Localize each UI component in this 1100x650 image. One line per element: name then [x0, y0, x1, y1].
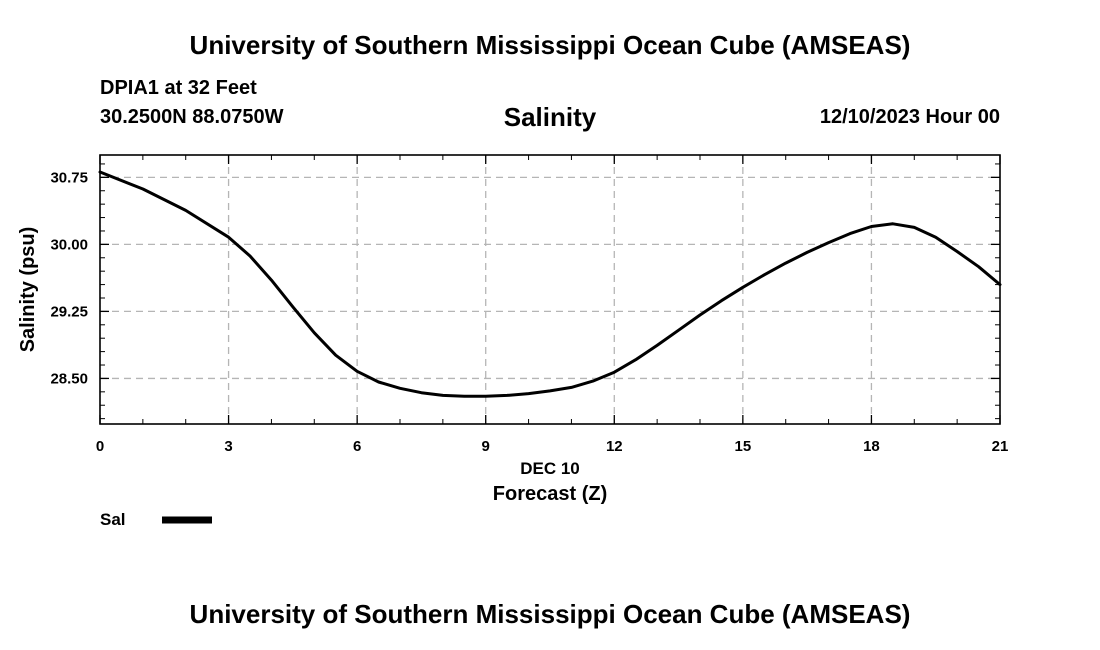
grid-layer: [100, 155, 1000, 424]
x-tick-label: 3: [224, 438, 232, 455]
x-tick-label: 18: [863, 438, 880, 455]
tick-labels-layer: 0 3 6 9 12 15 18 21 28.50 29.25 30.00 30.75: [50, 169, 1008, 455]
chart-title: Salinity: [503, 102, 597, 132]
forecast-date-label: 12/10/2023 Hour 00: [819, 106, 1000, 128]
bottom-title: University of Southern Mississippi Ocean…: [189, 599, 911, 629]
plot-frame: [99, 154, 1001, 425]
y-tick-label: 29.25: [50, 303, 88, 320]
series-line-sal: [98, 170, 1002, 398]
ticks-layer: [99, 155, 1001, 424]
x-tick-label: 6: [353, 438, 361, 455]
station-label: DPIA1 at 32 Feet: [100, 77, 257, 99]
x-tick-label: 12: [606, 438, 623, 455]
y-tick-label: 30.00: [50, 236, 88, 253]
x-tick-label: 9: [482, 438, 490, 455]
x-axis-label: Forecast (Z): [493, 483, 607, 505]
y-tick-label: 30.75: [50, 169, 88, 186]
x-tick-label: 21: [992, 438, 1009, 455]
legend-entry-label: Sal: [100, 510, 126, 529]
coordinates-label: 30.2500N 88.0750W: [100, 106, 284, 128]
y-axis-label: Salinity (psu): [17, 227, 39, 353]
x-tick-label: 15: [735, 438, 752, 455]
x-tick-label: 0: [96, 438, 104, 455]
top-title: University of Southern Mississippi Ocean…: [189, 30, 911, 60]
series-layer: [98, 170, 1002, 398]
y-tick-label: 28.50: [50, 370, 88, 387]
x-axis-sublabel: DEC 10: [520, 459, 580, 478]
